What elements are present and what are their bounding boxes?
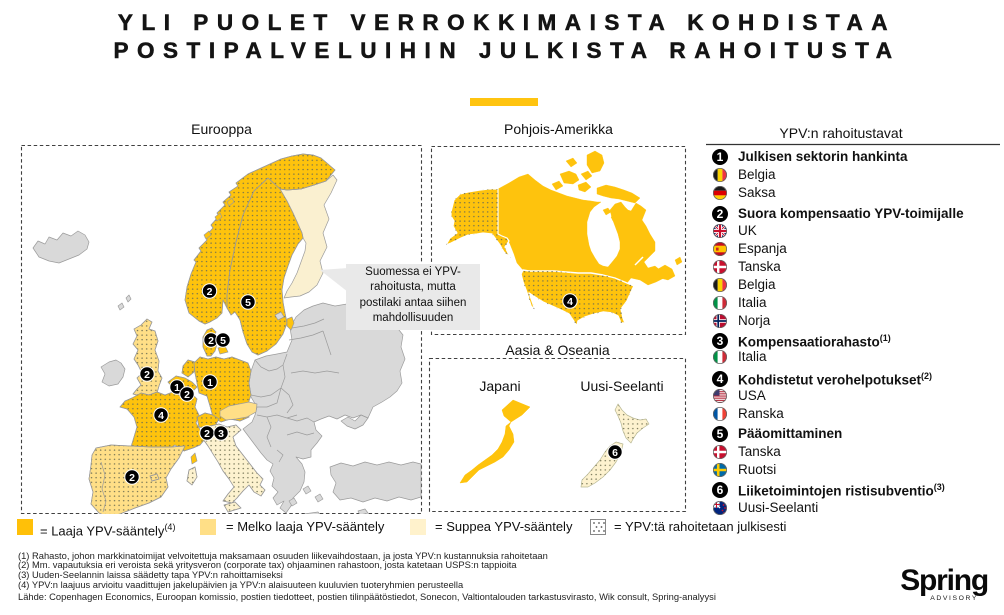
svg-text:2: 2 — [144, 369, 150, 381]
svg-text:5: 5 — [220, 335, 226, 347]
svg-text:2: 2 — [207, 286, 213, 298]
svg-text:4: 4 — [567, 296, 573, 308]
svg-text:2: 2 — [208, 335, 214, 347]
svg-text:3: 3 — [218, 428, 224, 440]
svg-text:5: 5 — [245, 297, 251, 309]
svg-text:1: 1 — [174, 382, 180, 394]
svg-text:1: 1 — [207, 377, 213, 389]
svg-text:2: 2 — [184, 389, 190, 401]
svg-text:6: 6 — [612, 447, 618, 459]
svg-text:2: 2 — [129, 472, 135, 484]
svg-text:4: 4 — [158, 410, 164, 422]
svg-text:2: 2 — [204, 428, 210, 440]
